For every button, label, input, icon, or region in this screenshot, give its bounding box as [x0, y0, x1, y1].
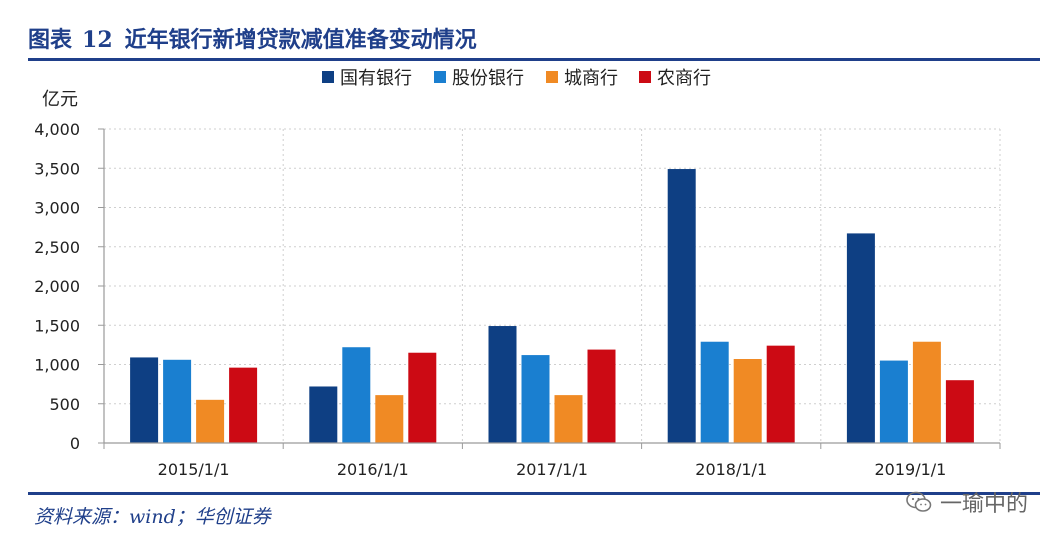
x-tick-label: 2016/1/1	[337, 460, 409, 479]
figure-label: 图表	[28, 27, 73, 53]
bar-2018/1/1-股份银行	[700, 341, 729, 443]
footer-divider	[28, 492, 1040, 495]
bar-2017/1/1-国有银行	[488, 326, 517, 443]
bar-2017/1/1-城商行	[554, 395, 583, 443]
figure-number: 12	[82, 27, 113, 53]
legend: 国有银行 股份银行 城商行 农商行	[322, 68, 711, 89]
legend-label-城商行: 城商行	[564, 68, 618, 89]
y-axis-label: 亿元	[42, 89, 78, 110]
wechat-icon	[906, 491, 932, 512]
legend-label-国有银行: 国有银行	[340, 68, 412, 89]
bar-2019/1/1-国有银行	[846, 233, 875, 443]
figure-title: 图表 12 近年银行新增贷款减值准备变动情况	[28, 22, 477, 54]
legend-swatch-国有银行	[322, 71, 334, 83]
y-tick-label: 3,500	[34, 159, 80, 178]
bar-2016/1/1-国有银行	[309, 386, 338, 443]
bar-2017/1/1-农商行	[587, 349, 616, 443]
bar-2018/1/1-国有银行	[667, 169, 696, 443]
legend-label-股份银行: 股份银行	[452, 68, 524, 89]
y-tick-label: 1,500	[34, 316, 80, 335]
legend-swatch-股份银行	[434, 71, 446, 83]
bar-2017/1/1-股份银行	[521, 355, 550, 443]
watermark-text: 一瑜中的	[939, 492, 1028, 517]
x-tick-label: 2018/1/1	[695, 460, 767, 479]
bar-2016/1/1-城商行	[375, 395, 404, 443]
bar-2015/1/1-国有银行	[130, 357, 159, 443]
y-tick-label: 500	[49, 395, 80, 414]
y-tick-label: 4,000	[34, 120, 80, 139]
y-tick-label: 2,000	[34, 277, 80, 296]
bar-2015/1/1-农商行	[229, 367, 258, 443]
bar-2016/1/1-股份银行	[342, 347, 371, 443]
axis-layer: 0 500 1,000 1,500 2,000 2,500 3,000 3,500 4,000 2…	[34, 120, 1001, 479]
bar-2019/1/1-农商行	[945, 380, 974, 443]
source-note: 资料来源：wind；华创证券	[34, 506, 271, 528]
title-divider	[28, 58, 1040, 61]
legend-label-农商行: 农商行	[657, 68, 711, 89]
watermark: 一瑜中的	[906, 486, 1028, 518]
y-tick-label: 1,000	[34, 356, 80, 375]
bar-2018/1/1-城商行	[733, 359, 762, 443]
bar-2016/1/1-农商行	[408, 352, 437, 443]
bar-2015/1/1-股份银行	[163, 359, 192, 443]
x-tick-label: 2019/1/1	[874, 460, 946, 479]
bar-2019/1/1-股份银行	[879, 360, 908, 443]
x-tick-label: 2015/1/1	[158, 460, 230, 479]
x-tick-label: 2017/1/1	[516, 460, 588, 479]
y-tick-label: 2,500	[34, 238, 80, 257]
bar-2019/1/1-城商行	[912, 341, 941, 443]
legend-swatch-城商行	[546, 71, 558, 83]
y-tick-label: 0	[70, 434, 80, 453]
bar-2018/1/1-农商行	[766, 345, 795, 443]
bar-2015/1/1-城商行	[196, 399, 225, 443]
legend-swatch-农商行	[639, 71, 651, 83]
figure-title-text: 近年银行新增贷款减值准备变动情况	[124, 27, 477, 53]
y-tick-label: 3,000	[34, 199, 80, 218]
bar-layer	[130, 169, 974, 443]
